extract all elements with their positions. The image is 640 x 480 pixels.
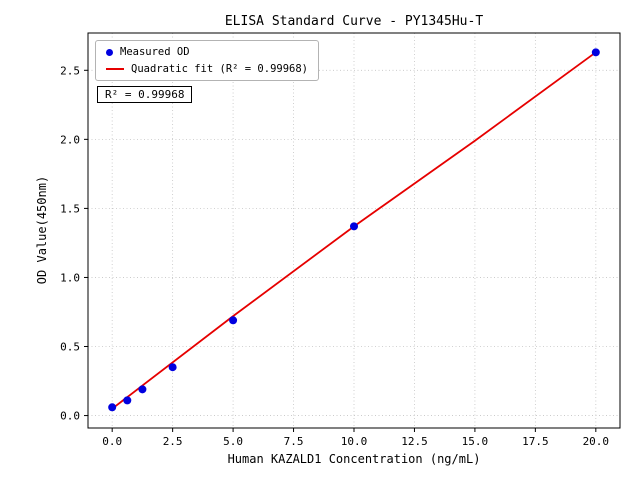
line-marker-icon [106, 68, 124, 70]
legend-label-measured-od: Measured OD [120, 46, 190, 58]
data-point [123, 396, 132, 405]
x-axis-label: Human KAZALD1 Concentration (ng/mL) [227, 452, 481, 466]
x-tick-label: 5.0 [223, 435, 243, 448]
data-point [108, 403, 117, 412]
legend-item-measured-od: Measured OD [106, 46, 308, 58]
data-point [168, 363, 177, 372]
r-squared-annotation: R² = 0.99968 [97, 86, 193, 103]
scatter-marker-icon [106, 48, 113, 56]
y-axis-label: OD Value(450nm) [35, 175, 49, 285]
data-point [591, 48, 600, 57]
y-tick-label: 2.5 [60, 64, 80, 77]
data-point [350, 222, 358, 231]
y-tick-label: 2.0 [60, 133, 80, 146]
data-point [229, 316, 238, 325]
x-tick-label: 7.5 [284, 435, 304, 448]
x-tick-label: 10.0 [341, 435, 368, 448]
x-tick-label: 15.0 [462, 435, 489, 448]
legend-item-quadratic-fit: Quadratic fit (R² = 0.99968) [106, 63, 308, 75]
x-tick-label: 20.0 [583, 435, 610, 448]
x-tick-label: 0.0 [102, 435, 122, 448]
legend-label-quadratic-fit: Quadratic fit (R² = 0.99968) [131, 63, 309, 75]
x-tick-label: 12.5 [401, 435, 428, 448]
chart-title: ELISA Standard Curve - PY1345Hu-T [224, 14, 484, 29]
data-point [138, 385, 147, 394]
y-tick-label: 0.0 [60, 410, 80, 423]
y-tick-label: 1.5 [60, 202, 80, 215]
x-tick-label: 2.5 [163, 435, 183, 448]
legend: Measured OD Quadratic fit (R² = 0.99968) [95, 40, 320, 81]
y-tick-label: 0.5 [60, 341, 80, 354]
y-tick-label: 1.0 [60, 271, 80, 284]
x-tick-label: 17.5 [522, 435, 549, 448]
